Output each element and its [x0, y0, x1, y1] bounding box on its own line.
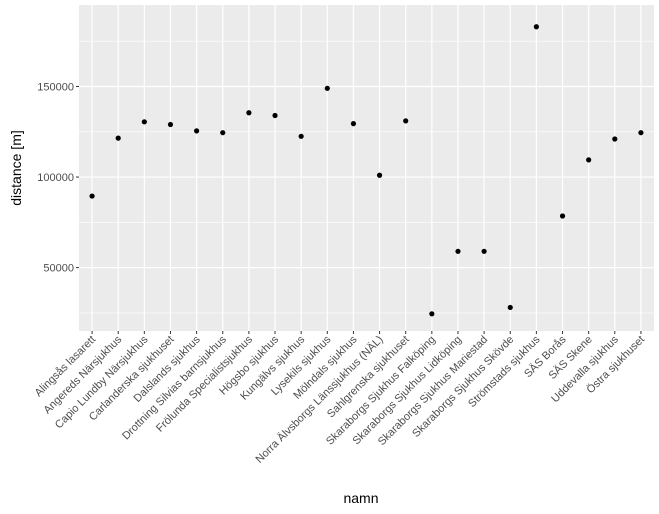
data-points	[89, 24, 644, 317]
data-point	[376, 172, 383, 178]
data-point	[298, 133, 304, 139]
data-point	[533, 24, 539, 30]
y-tick-label: 50000	[43, 263, 74, 275]
data-point	[167, 121, 174, 128]
plot-panel	[79, 5, 654, 331]
data-point	[324, 85, 330, 91]
data-point	[455, 248, 461, 254]
data-point	[350, 121, 357, 127]
data-point	[115, 135, 121, 141]
y-axis: 50000 100000 150000	[37, 82, 79, 275]
y-axis-title: distance [m]	[8, 130, 24, 205]
data-point	[220, 130, 226, 136]
data-point	[586, 157, 592, 163]
y-tick-label: 100000	[37, 172, 74, 184]
data-point	[89, 193, 95, 199]
data-point	[141, 119, 147, 125]
data-point	[481, 248, 487, 254]
data-point	[429, 311, 435, 317]
x-axis-title: namn	[343, 490, 378, 506]
data-point	[194, 128, 200, 134]
data-point	[638, 130, 644, 136]
y-tick-label: 150000	[37, 82, 74, 94]
grid-lines	[79, 5, 654, 331]
data-point	[246, 110, 252, 116]
data-point	[272, 112, 278, 119]
data-point	[507, 304, 513, 311]
data-point	[403, 118, 409, 124]
data-point	[612, 136, 618, 142]
data-point	[559, 213, 566, 219]
